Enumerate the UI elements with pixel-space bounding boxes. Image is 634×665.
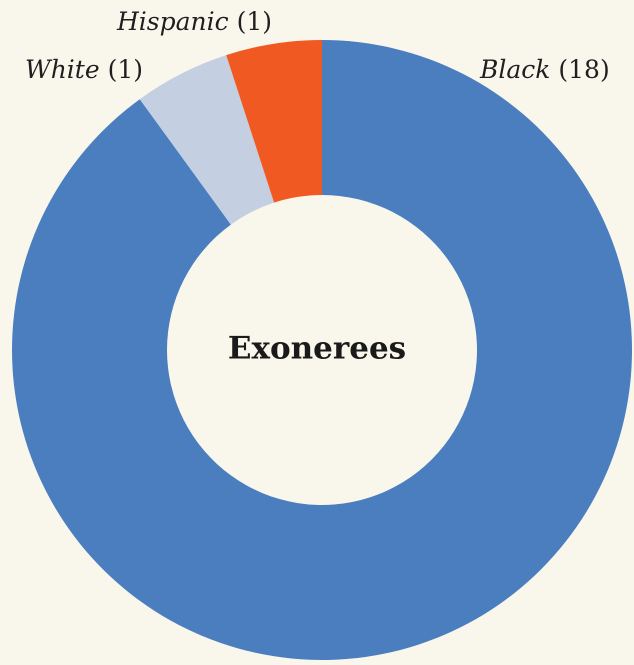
donut-center-label: Exonerees xyxy=(228,331,406,367)
slice-labels: Black (18) White (1) Hispanic (1) xyxy=(25,7,610,84)
slice-label-hispanic: Hispanic (1) xyxy=(116,7,272,36)
slice-label-white: White (1) xyxy=(25,55,143,84)
donut-slices xyxy=(11,40,632,660)
donut-slice-black xyxy=(11,40,632,660)
slice-label-black: Black (18) xyxy=(479,55,610,84)
donut-slice-hispanic xyxy=(226,40,322,203)
donut-slice-white xyxy=(139,55,275,225)
